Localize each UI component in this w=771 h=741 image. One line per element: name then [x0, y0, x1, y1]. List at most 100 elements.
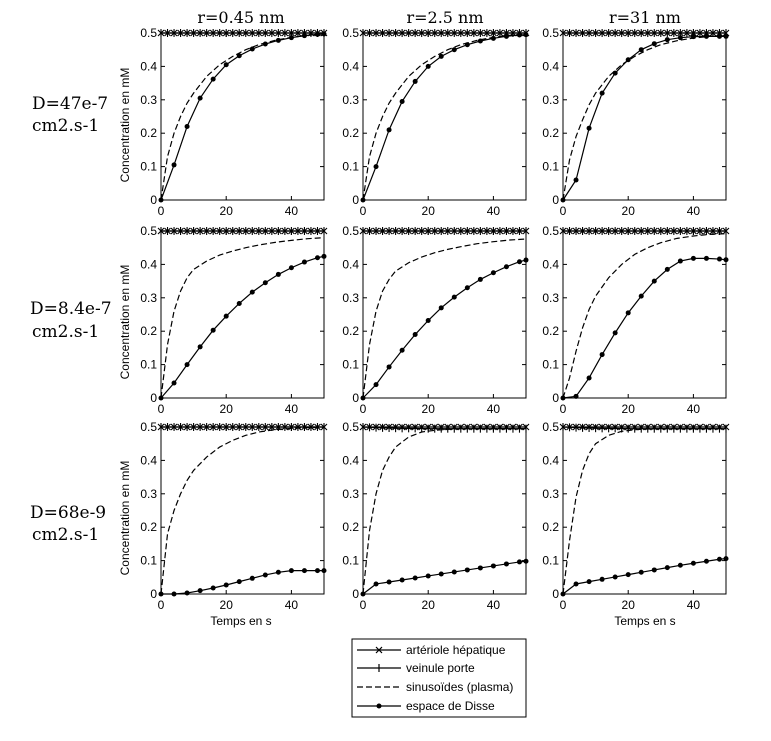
column-title-2: r=2.5 nm — [406, 8, 483, 27]
panel-r1-c1-axes-box — [160, 32, 325, 201]
panel-r1-c3-point-disse-3 — [599, 90, 605, 96]
panel-r2-c2-point-disse-7 — [451, 294, 457, 300]
panel-r2-c1-point-disse-1 — [171, 380, 177, 386]
panel-r3-c1: 0 0.1 0.2 0.3 0.4 0.5 0 20 40 — [140, 420, 328, 612]
panel-r2-c2-axes-box — [362, 230, 527, 399]
panel-r3-c3-point-disse-4 — [612, 574, 618, 580]
panel-r1-c1-point-disse-1 — [171, 162, 177, 168]
panel-r1-c3-ytick-label-0: 0 — [552, 193, 559, 207]
panel-r2-c1-ytick-label-0: 0 — [150, 391, 157, 405]
panel-r2-c1-series-sinusoides — [160, 237, 325, 399]
legend-label-veinule: veinule porte — [406, 661, 475, 675]
panel-r3-c2-point-disse-13 — [523, 558, 529, 564]
panel-r3-c1-point-disse-10 — [288, 568, 294, 574]
panel-r1-c3-point-disse-12 — [716, 33, 722, 39]
panel-r1-c1-point-disse-5 — [223, 62, 229, 68]
panel-r3-c2-series-sinusoides — [362, 428, 526, 595]
panel-r2-c2-xtick-label-1: 20 — [422, 402, 436, 416]
panel-r1-c2-ytick-label-4: 0.4 — [342, 59, 359, 73]
panel-r2-c3-ytick-label-3: 0.3 — [542, 291, 559, 305]
panel-r2-c2-xtick-label-2: 40 — [487, 402, 501, 416]
panel-r3-c1-ytick-label-1: 0.1 — [140, 554, 157, 568]
panel-r1-c3-ytick-label-3: 0.3 — [542, 93, 559, 107]
panel-r2-c2-ytick-label-0: 0 — [352, 391, 359, 405]
panel-r2-c3-ytick-label-0: 0 — [552, 391, 559, 405]
panel-r3-c2-point-disse-6 — [438, 571, 444, 577]
panel-r2-c3-point-disse-0 — [560, 395, 566, 401]
panel-r1-c3-xtick-label-1: 20 — [622, 204, 636, 218]
panel-r2-c3-point-disse-2 — [586, 375, 592, 381]
panel-r3-c1-point-disse-9 — [275, 569, 281, 575]
panel-r3-c3-point-disse-1 — [573, 581, 579, 587]
panel-r3-c1-axes-box — [160, 426, 325, 595]
panel-r1-c3-ytick-label-1: 0.1 — [542, 160, 559, 174]
panel-r2-c2-ytick-label-2: 0.2 — [342, 324, 359, 338]
y-axis-label-row-3: Concentration en mM — [118, 461, 132, 576]
panel-r2-c1-xtick-label-0: 0 — [158, 402, 165, 416]
panel-r2-c3-point-disse-6 — [638, 293, 644, 299]
x-axis-label-col-1: Temps en s — [210, 614, 271, 628]
panel-r3-c3-ytick-label-0: 0 — [552, 587, 559, 601]
panel-r1-c1-point-disse-8 — [262, 41, 268, 47]
panel-r2-c2-series-sinusoides — [362, 238, 527, 399]
panel-r3-c3-series-sinusoides — [562, 428, 726, 595]
panel-r3-c3-point-disse-9 — [677, 562, 683, 568]
panel-r2-c1-point-disse-8 — [262, 280, 268, 286]
panel-r2-c1-point-disse-10 — [288, 265, 294, 271]
panel-r1-c2-xtick-label-0: 0 — [360, 204, 367, 218]
panel-r2-c2-xtick-label-0: 0 — [360, 402, 367, 416]
panel-r1-c3-point-disse-5 — [625, 57, 631, 63]
panel-r3-c3-point-disse-10 — [690, 560, 696, 566]
panel-r1-c1-point-disse-4 — [210, 76, 216, 82]
panel-r3-c1-point-disse-5 — [223, 582, 229, 588]
panel-r3-c3-point-disse-12 — [716, 556, 722, 562]
panel-r3-c2-point-disse-3 — [399, 577, 405, 583]
panel-r3-c3: 0 0.1 0.2 0.3 0.4 0.5 0 20 40 — [542, 420, 730, 612]
panel-r2-c2-point-disse-9 — [477, 276, 483, 282]
panel-r2-c3-point-disse-8 — [664, 266, 670, 272]
panel-r3-c1-point-disse-13 — [321, 568, 327, 574]
panel-r3-c1-point-disse-0 — [158, 591, 164, 597]
panel-r2-c3-xtick-label-2: 40 — [687, 402, 701, 416]
panel-r3-c1-xtick-label-1: 20 — [220, 598, 234, 612]
panel-r1-c1-ytick-label-2: 0.2 — [140, 126, 157, 140]
panel-r3-c2-xtick-label-0: 0 — [360, 598, 367, 612]
panel-r2-c3-ytick-label-1: 0.1 — [542, 358, 559, 372]
legend-entry-arteriole: artériole hépatique — [357, 643, 506, 657]
column-title-3: r=31 nm — [609, 8, 681, 27]
panel-r3-c3-point-disse-11 — [703, 558, 709, 564]
panel-r2-c2-point-disse-12 — [516, 259, 522, 265]
panel-r2-c1-ytick-label-4: 0.4 — [140, 257, 157, 271]
panel-r1-c1-point-disse-9 — [275, 37, 281, 43]
panel-r1-c2-ytick-label-1: 0.1 — [342, 160, 359, 174]
panel-r1-c1-ytick-label-0: 0 — [150, 193, 157, 207]
panel-r1-c2-ytick-label-2: 0.2 — [342, 126, 359, 140]
panel-r3-c1-point-disse-12 — [314, 568, 320, 574]
panel-r2-c2-ytick-label-5: 0.5 — [342, 224, 359, 238]
panel-r2-c1-point-disse-11 — [301, 259, 307, 265]
panel-r2-c1-point-disse-9 — [275, 271, 281, 277]
panel-r1-c3: 0 0.1 0.2 0.3 0.4 0.5 0 20 40 — [542, 26, 730, 218]
panel-r2-c2-point-disse-3 — [399, 347, 405, 353]
panel-r2-c3-xtick-label-0: 0 — [560, 402, 567, 416]
panel-r3-c2-point-disse-12 — [516, 559, 522, 565]
legend-x-marker-icon — [375, 646, 383, 654]
panel-r3-c2-point-disse-0 — [360, 591, 366, 597]
panel-r1-c1-ytick-label-5: 0.5 — [140, 26, 157, 40]
panel-r1-c2-ytick-label-5: 0.5 — [342, 26, 359, 40]
panel-r1-c3-point-disse-11 — [703, 33, 709, 39]
panel-r2-c1-point-disse-13 — [321, 253, 327, 259]
panel-r3-c2-ytick-label-4: 0.4 — [342, 453, 359, 467]
panel-r3-c3-xtick-label-0: 0 — [560, 598, 567, 612]
panel-r1-c3-point-disse-0 — [560, 197, 566, 203]
panel-r3-c2-ytick-label-1: 0.1 — [342, 554, 359, 568]
panel-r2-c1-point-disse-2 — [184, 362, 190, 368]
panel-r1-c3-point-disse-2 — [586, 125, 592, 131]
panel-r1-c3-point-disse-7 — [651, 41, 657, 47]
panel-r1-c1-series-sinusoides — [160, 33, 325, 201]
panel-r3-c1-ytick-label-0: 0 — [150, 587, 157, 601]
panel-r2-c3-point-disse-7 — [651, 278, 657, 284]
panel-r1-c3-ytick-label-2: 0.2 — [542, 126, 559, 140]
panel-r2-c3-point-disse-12 — [716, 256, 722, 262]
